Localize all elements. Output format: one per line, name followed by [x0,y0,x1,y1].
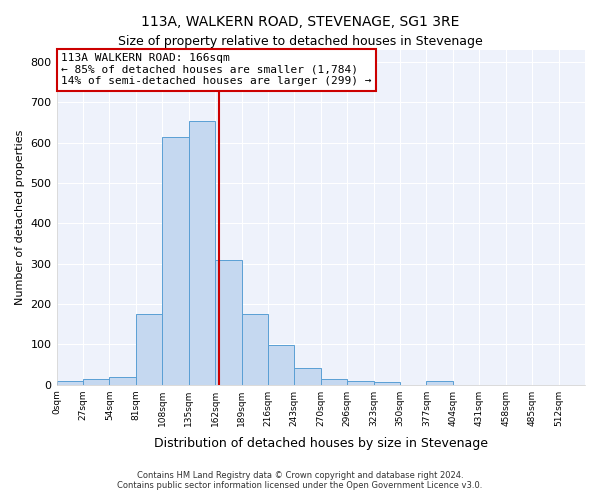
Bar [374,382,400,384]
Bar [56,382,83,384]
Text: 113A WALKERN ROAD: 166sqm
← 85% of detached houses are smaller (1,784)
14% of se: 113A WALKERN ROAD: 166sqm ← 85% of detac… [61,53,372,86]
Text: Size of property relative to detached houses in Stevenage: Size of property relative to detached ho… [118,35,482,48]
Bar [215,260,242,384]
Bar [83,380,109,384]
Bar [242,314,268,384]
Bar [427,382,453,384]
Bar [162,136,188,384]
Bar [188,120,215,384]
Bar [268,345,295,385]
Bar [347,380,374,384]
Text: Contains HM Land Registry data © Crown copyright and database right 2024.
Contai: Contains HM Land Registry data © Crown c… [118,470,482,490]
Bar [321,378,347,384]
Text: 113A, WALKERN ROAD, STEVENAGE, SG1 3RE: 113A, WALKERN ROAD, STEVENAGE, SG1 3RE [141,15,459,29]
X-axis label: Distribution of detached houses by size in Stevenage: Distribution of detached houses by size … [154,437,488,450]
Y-axis label: Number of detached properties: Number of detached properties [15,130,25,305]
Bar [295,368,321,384]
Bar [136,314,162,384]
Bar [109,378,136,384]
